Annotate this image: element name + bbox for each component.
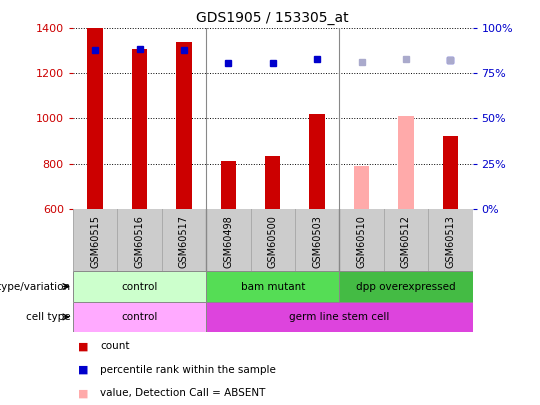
Text: GSM60515: GSM60515 <box>90 215 100 268</box>
Bar <box>73 271 206 302</box>
Title: GDS1905 / 153305_at: GDS1905 / 153305_at <box>197 11 349 25</box>
Bar <box>443 136 458 209</box>
Text: GSM60516: GSM60516 <box>134 215 145 268</box>
Bar <box>206 271 339 302</box>
Text: germ line stem cell: germ line stem cell <box>289 312 389 322</box>
Text: value, Detection Call = ABSENT: value, Detection Call = ABSENT <box>100 388 265 398</box>
Text: ■: ■ <box>78 365 89 375</box>
Text: GSM60512: GSM60512 <box>401 215 411 268</box>
Bar <box>87 28 103 209</box>
Bar <box>354 166 369 209</box>
Text: percentile rank within the sample: percentile rank within the sample <box>100 365 276 375</box>
Text: GSM60498: GSM60498 <box>224 215 233 268</box>
Text: dpp overexpressed: dpp overexpressed <box>356 281 456 292</box>
Bar <box>206 302 472 332</box>
Text: genotype/variation: genotype/variation <box>0 281 70 292</box>
Bar <box>132 49 147 209</box>
Text: GSM60510: GSM60510 <box>356 215 367 268</box>
Text: count: count <box>100 341 130 351</box>
Bar <box>73 302 206 332</box>
Text: ■: ■ <box>78 341 89 351</box>
Text: GSM60500: GSM60500 <box>268 215 278 268</box>
Bar <box>398 116 414 209</box>
Text: cell type: cell type <box>25 312 70 322</box>
Text: bam mutant: bam mutant <box>240 281 305 292</box>
Text: ■: ■ <box>78 388 89 398</box>
Text: control: control <box>122 281 158 292</box>
Bar <box>309 114 325 209</box>
Text: GSM60503: GSM60503 <box>312 215 322 268</box>
Text: control: control <box>122 312 158 322</box>
Bar <box>339 271 472 302</box>
Text: GSM60513: GSM60513 <box>446 215 455 268</box>
Text: GSM60517: GSM60517 <box>179 215 189 268</box>
Bar <box>265 156 280 209</box>
Bar <box>176 42 192 209</box>
Bar <box>220 161 236 209</box>
